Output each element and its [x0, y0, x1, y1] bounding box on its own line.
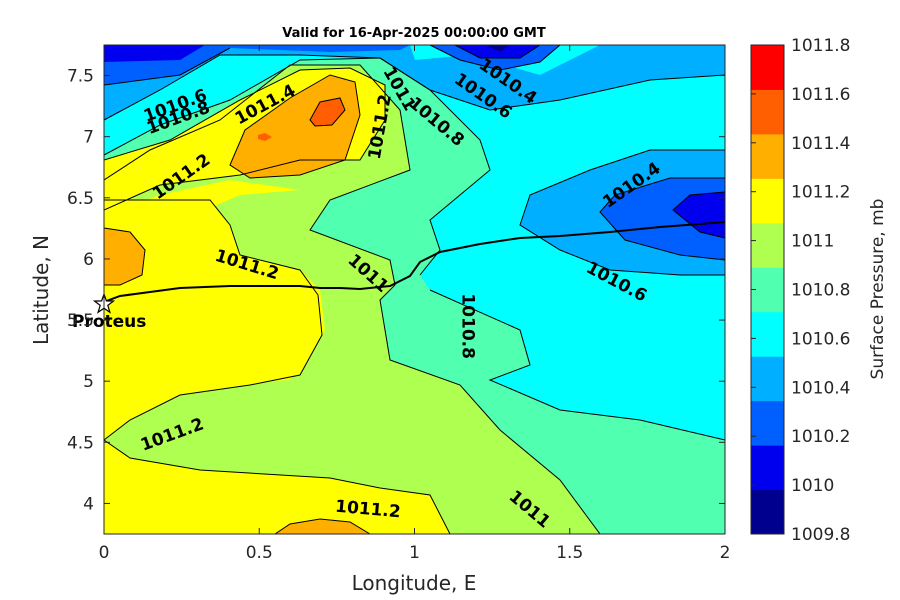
y-tick-label: 4.5: [67, 433, 94, 453]
contour-fill-1010.4-top: [104, 45, 725, 120]
y-tick-label: 7.5: [67, 67, 94, 87]
x-tick-label: 0.5: [246, 543, 273, 563]
y-axis-label: Latitude, N: [29, 235, 53, 345]
colorbar-segment: [751, 489, 784, 535]
colorbar-tick-label: 1010.2: [791, 427, 850, 447]
colorbar-segment: [751, 45, 784, 90]
colorbar-segment: [751, 89, 784, 135]
proteus-station-label: Proteus: [72, 312, 146, 332]
contour-label: 1010.8: [457, 293, 477, 359]
colorbar-segment: [751, 222, 784, 268]
coastline: [104, 221, 725, 303]
contour-fill-1010-top-mid: [455, 45, 540, 58]
x-axis-ticks: 0 0.5 1 1.5 2: [99, 45, 731, 563]
contour-fill-1011.2-west-inner: [104, 200, 322, 440]
contour-fill-1011.2-south: [104, 440, 450, 534]
colorbar-label: Surface Pressure, mb: [868, 199, 888, 380]
colorbar-segment: [751, 267, 784, 313]
colorbar-tick-label: 1010.6: [791, 329, 850, 349]
colorbar-segment: [751, 133, 784, 179]
colorbar-tick-label: 1010: [791, 476, 834, 496]
contour-fill-1009.8-top-mid: [485, 45, 510, 52]
x-tick-label: 1: [409, 543, 420, 563]
colorbar-tick-label: 1011.8: [791, 36, 850, 56]
y-tick-label: 7: [83, 128, 94, 148]
colorbar-tick-label: 1011.4: [791, 134, 850, 154]
y-axis-ticks: 4 4.5 5 5.5 6 6.5 7 7.5: [67, 67, 725, 514]
y-tick-label: 5: [83, 372, 94, 392]
y-tick-label: 4: [83, 494, 94, 514]
colorbar-tick-label: 1010.8: [791, 281, 850, 301]
y-tick-label: 6.5: [67, 189, 94, 209]
colorbar: 1009.8 1010 1010.2 1010.4 1010.6 1010.8 1011 10…: [750, 36, 850, 545]
colorbar-segment: [751, 400, 784, 446]
colorbar-segment: [751, 356, 784, 402]
colorbar-segment: [751, 311, 784, 357]
colorbar-tick-label: 1010.4: [791, 378, 850, 398]
contour-fill-1011.6-small: [258, 133, 272, 141]
colorbar-tick-label: 1011: [791, 232, 834, 252]
x-tick-label: 0: [99, 543, 110, 563]
colorbar-tick-label: 1011.2: [791, 183, 850, 203]
contour-plot-area: [104, 45, 725, 534]
x-tick-label: 2: [720, 543, 731, 563]
contour-fill-1010-top-left: [104, 45, 205, 62]
colorbar-segment: [751, 178, 784, 224]
contour-fill-1011.4-west: [104, 228, 145, 285]
x-axis-label: Longitude, E: [352, 571, 477, 595]
colorbar-tick-label: 1009.8: [791, 525, 850, 545]
chart-title: Valid for 16-Apr-2025 00:00:00 GMT: [282, 26, 546, 41]
x-tick-label: 1.5: [556, 543, 583, 563]
colorbar-tick-label: 1011.6: [791, 85, 850, 105]
contour-lines: [104, 45, 725, 534]
y-tick-label: 5.5: [67, 311, 94, 331]
y-tick-label: 6: [83, 250, 94, 270]
contour-fill-1010-right: [673, 192, 725, 238]
colorbar-segment: [751, 445, 784, 491]
